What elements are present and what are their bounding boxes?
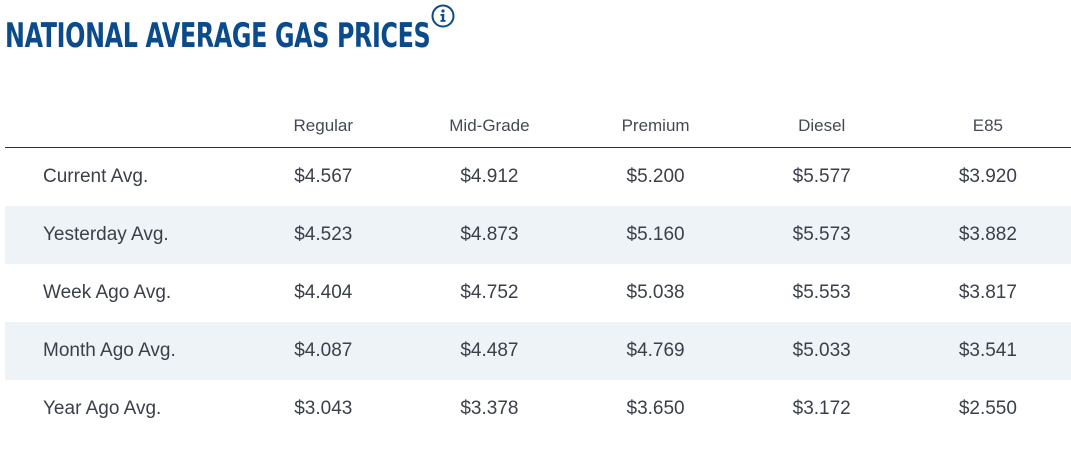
price-cell: $5.160 [572, 206, 739, 264]
price-cell: $5.577 [792, 166, 851, 187]
price-cell: $5.038 [626, 282, 685, 303]
price-cell: $5.573 [738, 206, 905, 264]
price-cell: $3.650 [626, 398, 685, 419]
price-cell: $4.523 [240, 206, 407, 264]
price-cell: $3.172 [792, 398, 851, 419]
table-header-row: Regular Mid-Grade Premium Diesel E85 [5, 104, 1071, 148]
price-cell: $3.378 [460, 398, 519, 419]
price-cell: $5.033 [738, 322, 905, 380]
price-cell: $5.553 [792, 282, 851, 303]
price-cell: $4.873 [406, 206, 573, 264]
column-header-premium: Premium [572, 104, 739, 148]
row-label: Month Ago Avg. [5, 322, 241, 380]
column-header-e85: E85 [904, 104, 1071, 148]
table-row-year-ago: Year Ago Avg. $3.043 $3.378 $3.650 $3.17… [5, 380, 1071, 438]
price-cell: $5.200 [626, 166, 685, 187]
gas-prices-table: Regular Mid-Grade Premium Diesel E85 Cur… [5, 104, 1071, 438]
page-title: NATIONAL AVERAGE GAS PRICES [5, 16, 431, 56]
price-cell: $4.567 [294, 166, 353, 187]
column-header-diesel: Diesel [738, 104, 905, 148]
price-cell: $3.541 [904, 322, 1071, 380]
price-cell: $4.912 [460, 166, 519, 187]
info-icon[interactable] [431, 4, 455, 28]
table-row-month-ago: Month Ago Avg. $4.087 $4.487 $4.769 $5.0… [5, 322, 1071, 380]
row-label: Yesterday Avg. [5, 206, 241, 264]
price-cell: $2.550 [958, 398, 1017, 419]
price-cell: $3.882 [904, 206, 1071, 264]
price-cell: $4.487 [406, 322, 573, 380]
header: NATIONAL AVERAGE GAS PRICES [5, 12, 605, 60]
price-cell: $4.752 [460, 282, 519, 303]
column-header-mid-grade: Mid-Grade [406, 104, 573, 148]
row-label: Week Ago Avg. [43, 282, 172, 303]
price-cell: $4.404 [294, 282, 353, 303]
price-cell: $3.043 [294, 398, 353, 419]
row-label: Current Avg. [43, 166, 149, 187]
table-row-current: Current Avg. $4.567 $4.912 $5.200 $5.577… [5, 148, 1071, 207]
row-label: Year Ago Avg. [43, 398, 162, 419]
table-row-week-ago: Week Ago Avg. $4.404 $4.752 $5.038 $5.55… [5, 264, 1071, 322]
column-header-empty [5, 104, 241, 148]
table-row-yesterday: Yesterday Avg. $4.523 $4.873 $5.160 $5.5… [5, 206, 1071, 264]
column-header-regular: Regular [240, 104, 407, 148]
price-cell: $4.769 [572, 322, 739, 380]
price-cell: $3.920 [958, 166, 1017, 187]
price-cell: $4.087 [240, 322, 407, 380]
price-cell: $3.817 [958, 282, 1017, 303]
